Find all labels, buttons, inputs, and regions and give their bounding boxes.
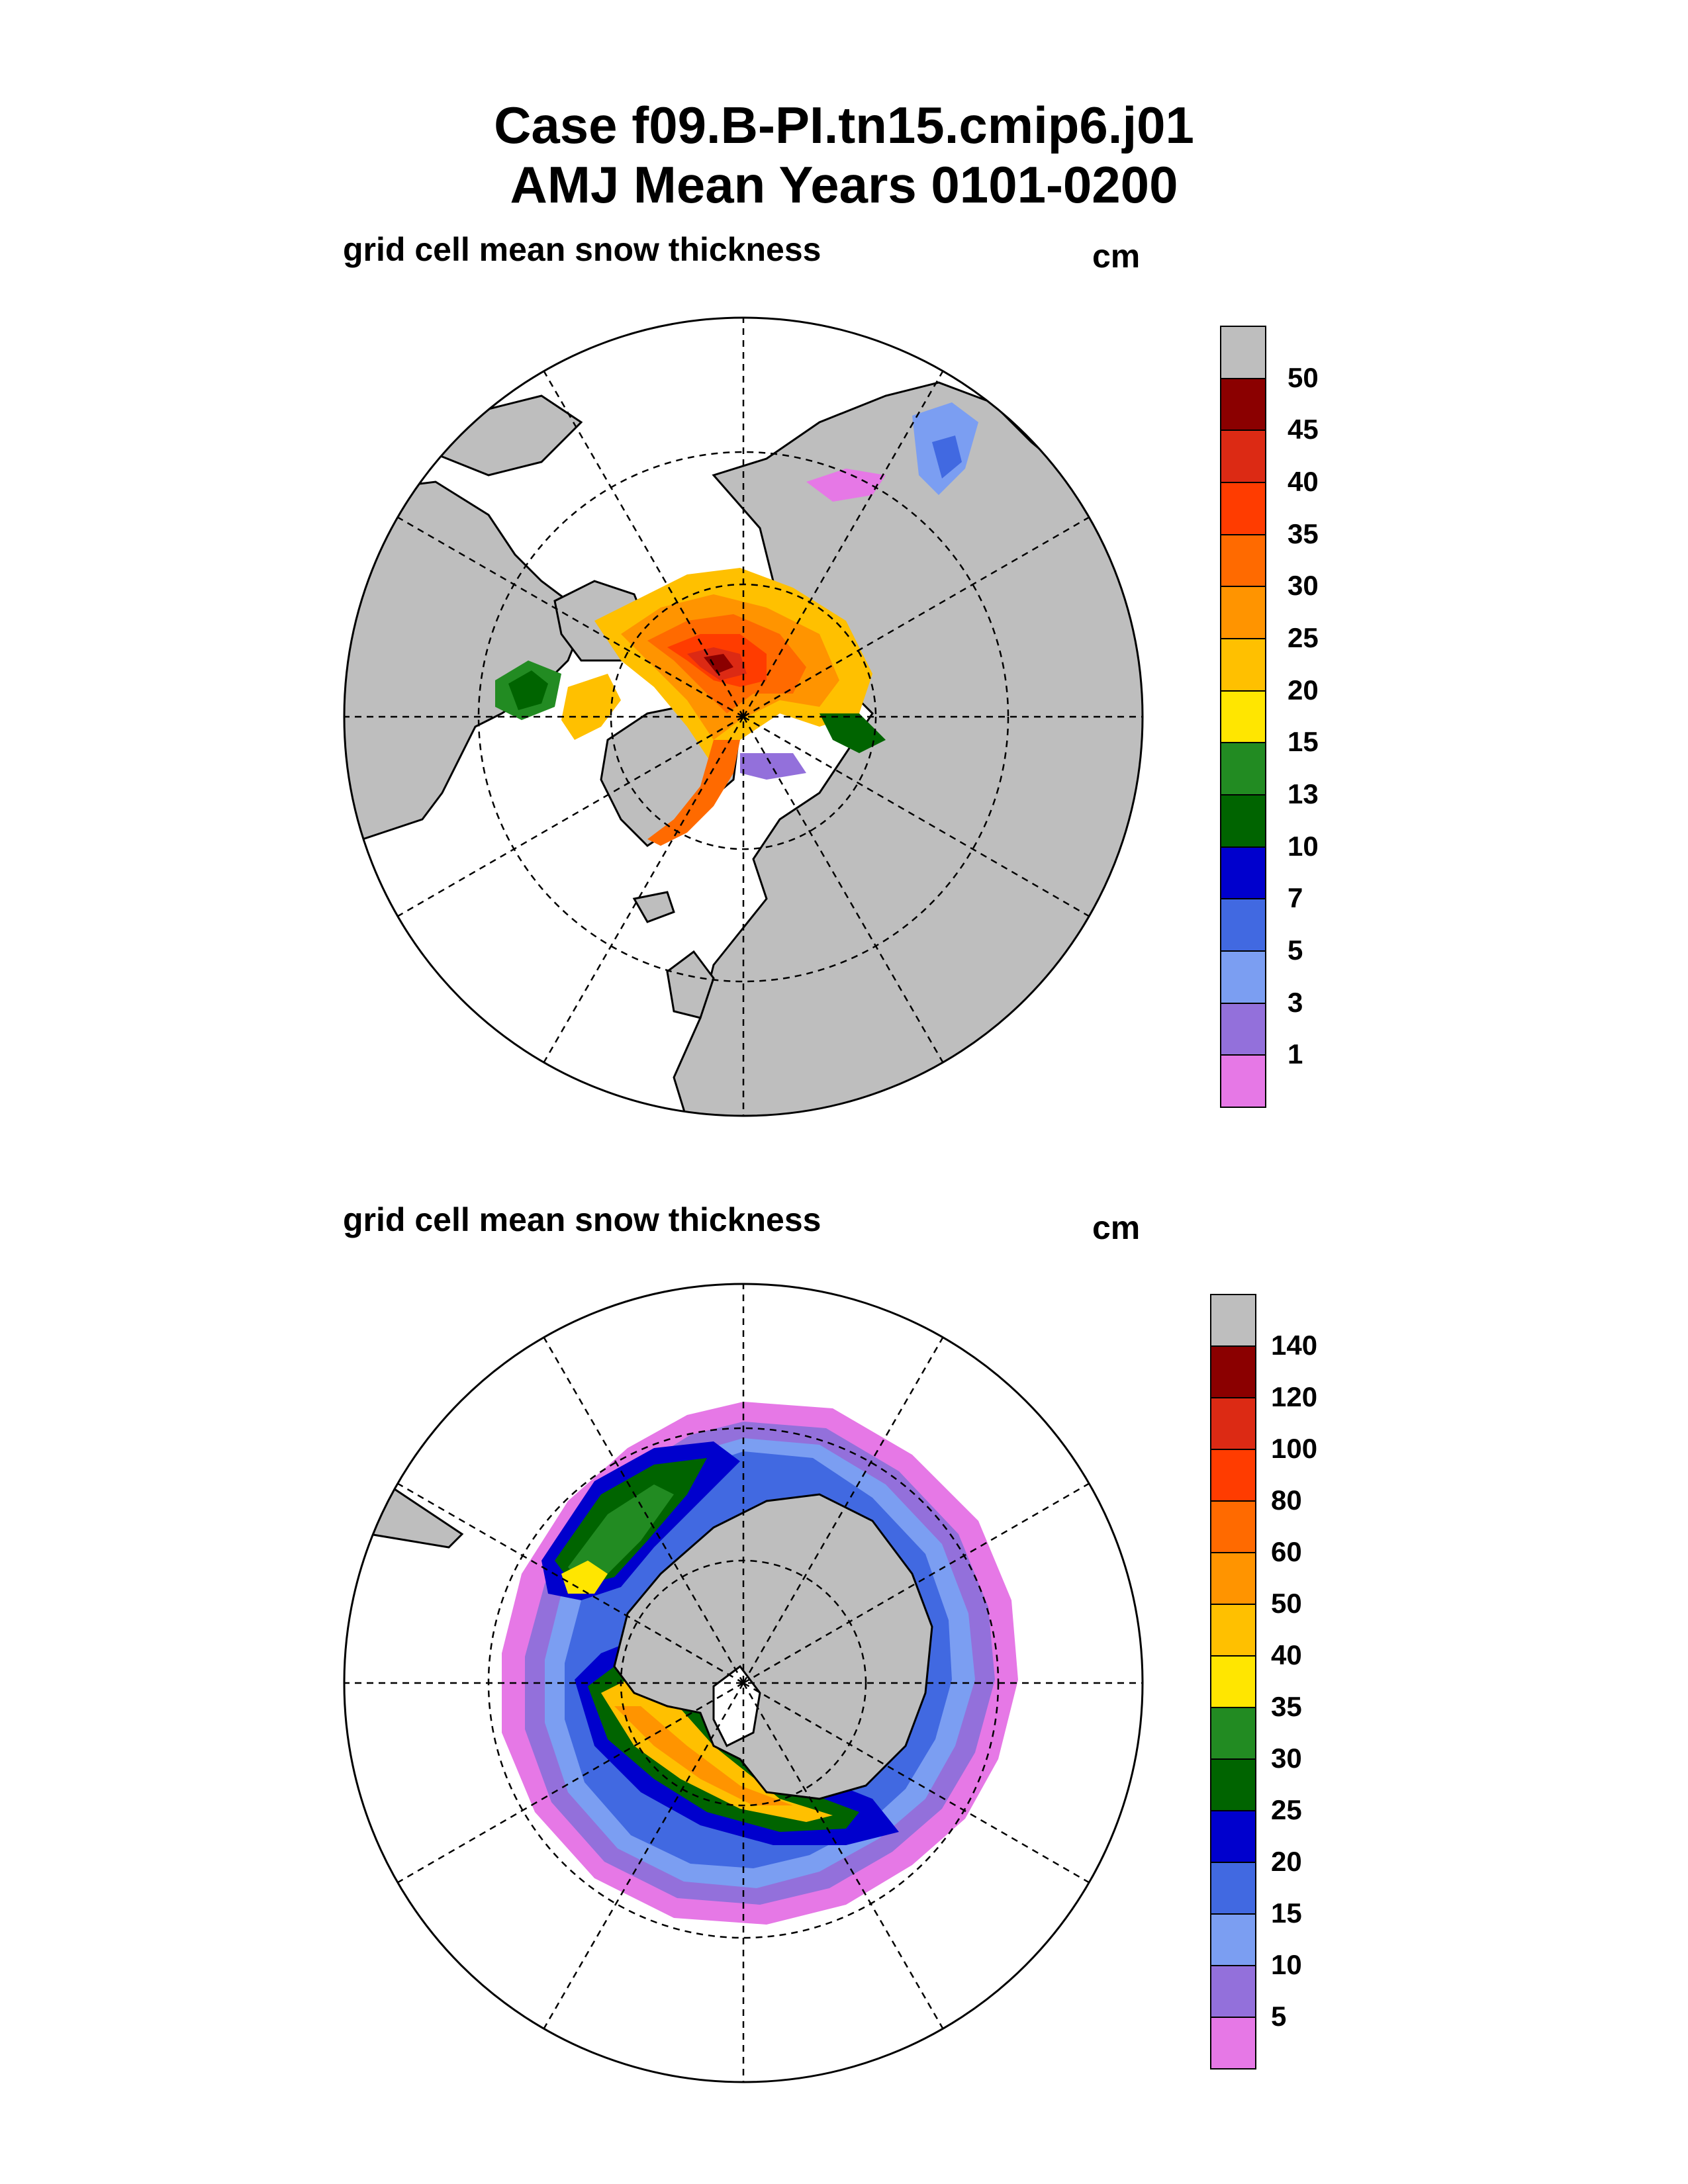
figure-title-line2: AMJ Mean Years 0101-0200 [510, 156, 1178, 214]
colorbar-tick-label: 20 [1271, 1846, 1302, 1877]
colorbar-swatch [1220, 950, 1266, 1004]
colorbar-swatch [1210, 1655, 1256, 1708]
colorbar-swatch [1210, 1913, 1256, 1966]
colorbar-swatch [1210, 1552, 1256, 1605]
colorbar-tick-label: 3 [1288, 986, 1303, 1018]
south-graticule [344, 1284, 1143, 2082]
colorbar-tick-label: 25 [1271, 1794, 1302, 1825]
panel-1-unit-label: cm [1092, 238, 1141, 275]
panel-1-variable-label: grid cell mean snow thickness [343, 231, 821, 268]
colorbar-swatch [1210, 1449, 1256, 1502]
colorbar-tick-label: 80 [1271, 1484, 1302, 1516]
colorbar-swatch [1220, 742, 1266, 796]
north-snow-field [495, 402, 978, 846]
colorbar-tick-label: 10 [1288, 830, 1319, 862]
panel-2-unit-label: cm [1092, 1209, 1141, 1246]
colorbar-swatch [1220, 846, 1266, 900]
north-graticule [344, 318, 1143, 1116]
colorbar-tick-label: 140 [1271, 1330, 1318, 1361]
colorbar-swatch [1220, 586, 1266, 639]
colorbar-tick-label: 40 [1271, 1639, 1302, 1670]
colorbar-swatch [1220, 690, 1266, 744]
colorbar-swatch [1220, 533, 1266, 588]
colorbar-swatch [1210, 1707, 1256, 1760]
colorbar-swatch [1220, 1002, 1266, 1056]
colorbar-swatch [1210, 1758, 1256, 1811]
colorbar-tick-label: 25 [1288, 622, 1319, 653]
colorbar-tick-label: 30 [1271, 1743, 1302, 1774]
colorbar-swatch [1220, 638, 1266, 692]
colorbar-tick-label: 50 [1271, 1588, 1302, 1619]
colorbar-swatch [1210, 1345, 1256, 1398]
colorbar-swatch [1210, 1397, 1256, 1450]
colorbar-swatch [1220, 794, 1266, 848]
colorbar-swatch [1210, 1294, 1256, 1347]
colorbar-swatch [1210, 1965, 1256, 2018]
colorbar-tick-label: 20 [1288, 674, 1319, 705]
figure-title-line1: Case f09.B-PI.tn15.cmip6.j01 [494, 96, 1194, 154]
colorbar-tick-label: 45 [1288, 414, 1319, 445]
colorbar-swatch [1210, 1862, 1256, 1915]
north-colorbar: 50 45 40 35 30 25 20 15 13 10 7 5 3 1 [1220, 326, 1352, 1113]
colorbar-tick-label: 10 [1271, 1949, 1302, 1980]
south-colorbar: 140 120 100 80 60 50 40 35 30 25 20 15 10 5 [1210, 1294, 1356, 2075]
colorbar-swatch [1220, 430, 1266, 483]
colorbar-swatch [1220, 1054, 1266, 1108]
colorbar-tick-label: 120 [1271, 1381, 1318, 1412]
colorbar-swatch [1220, 377, 1266, 432]
south-polar-map [343, 1283, 1144, 2083]
colorbar-tick-label: 5 [1271, 2001, 1287, 2032]
colorbar-tick-label: 100 [1271, 1433, 1318, 1464]
colorbar-tick-label: 5 [1288, 934, 1303, 966]
north-land [344, 381, 1143, 1116]
colorbar-swatch [1210, 1810, 1256, 1863]
north-polar-map [343, 316, 1144, 1117]
colorbar-tick-label: 30 [1288, 570, 1319, 602]
colorbar-swatch [1220, 326, 1266, 379]
colorbar-tick-label: 7 [1288, 882, 1303, 914]
colorbar-swatch [1220, 482, 1266, 535]
colorbar-tick-label: 40 [1288, 466, 1319, 497]
panel-2-variable-label: grid cell mean snow thickness [343, 1201, 821, 1238]
colorbar-tick-label: 60 [1271, 1536, 1302, 1567]
colorbar-tick-label: 15 [1271, 1897, 1302, 1929]
colorbar-tick-label: 35 [1288, 518, 1319, 549]
colorbar-tick-label: 35 [1271, 1691, 1302, 1722]
colorbar-tick-label: 50 [1288, 361, 1319, 393]
colorbar-tick-label: 1 [1288, 1038, 1303, 1070]
colorbar-tick-label: 13 [1288, 778, 1319, 809]
colorbar-swatch [1210, 1500, 1256, 1553]
colorbar-swatch [1210, 2017, 1256, 2070]
colorbar-tick-label: 15 [1288, 726, 1319, 758]
colorbar-swatch [1220, 898, 1266, 952]
colorbar-swatch [1210, 1604, 1256, 1657]
